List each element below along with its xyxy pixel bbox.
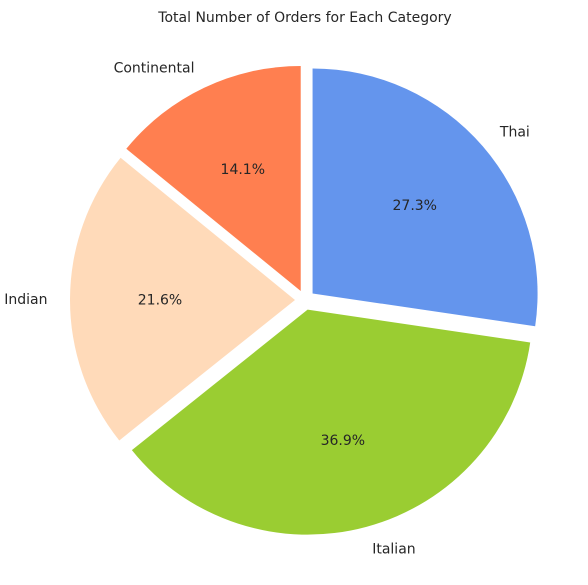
percent-label-thai: 27.3% (393, 198, 437, 214)
pie-slice-indian (70, 157, 296, 441)
slice-label-indian: Indian (4, 292, 47, 308)
slice-label-italian: Italian (372, 542, 415, 558)
percent-label-continental: 14.1% (221, 162, 265, 178)
percent-label-indian: 21.6% (138, 292, 182, 308)
pie-slices (70, 65, 538, 535)
percent-label-italian: 36.9% (321, 433, 365, 449)
pie-labels: Thai 27.3% Italian 36.9% Indian 21.6% Continen… (4, 60, 530, 557)
pie-slice-thai (312, 68, 538, 327)
slice-label-continental: Continental (114, 60, 195, 76)
pie-slice-italian (131, 309, 531, 535)
chart-title: Total Number of Orders for Each Category (157, 10, 451, 26)
slice-label-thai: Thai (499, 125, 530, 141)
pie-slice-continental (126, 65, 301, 291)
